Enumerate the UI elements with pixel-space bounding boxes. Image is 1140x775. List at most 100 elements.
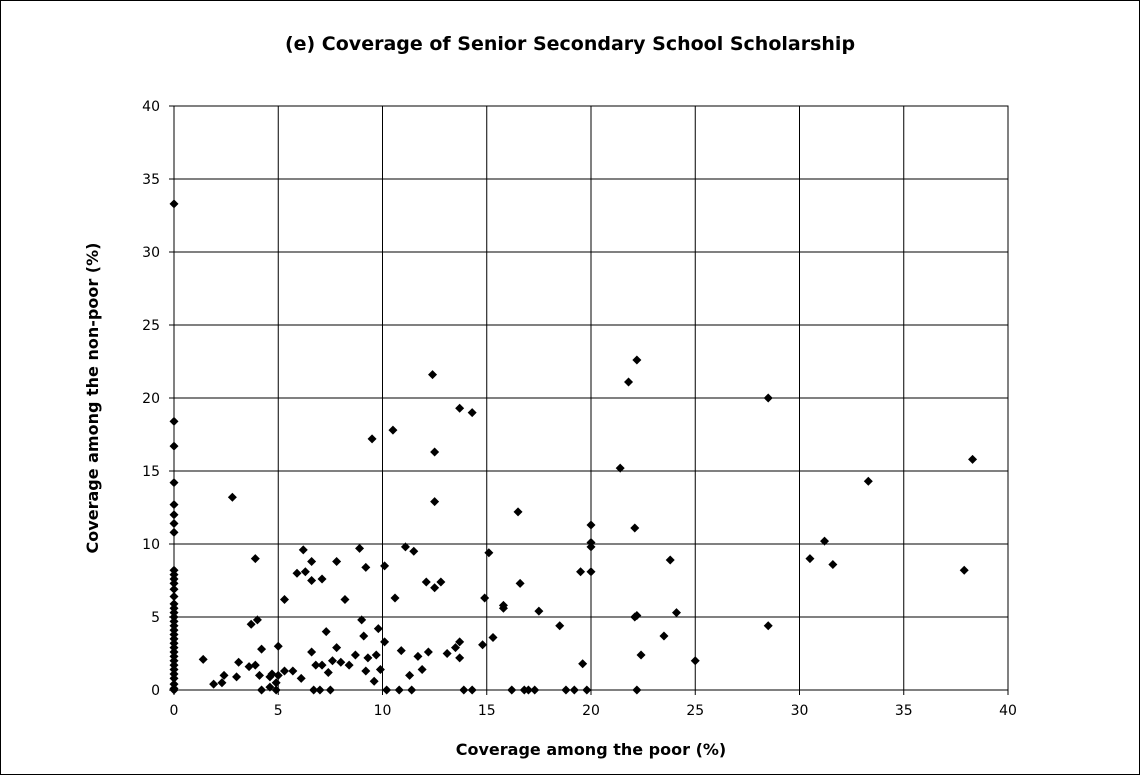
data-point [246,619,256,629]
data-point [380,561,390,571]
data-point [250,660,260,670]
data-point [355,543,365,553]
data-point [315,685,325,695]
data-point [317,574,327,584]
data-point [534,606,544,616]
data-point [250,554,260,564]
x-tick-label: 35 [895,703,913,719]
data-point [280,594,290,604]
data-point [382,685,392,695]
data-point [252,615,262,625]
data-points [169,199,978,695]
data-point [169,673,179,683]
data-point [820,536,830,546]
x-tick-label: 5 [274,703,283,719]
x-tick-label: 25 [686,703,704,719]
data-point [430,447,440,457]
y-tick-label: 15 [142,464,160,480]
data-point [632,355,642,365]
data-point [169,478,179,488]
data-point [375,665,385,675]
data-point [209,679,219,689]
data-point [407,685,417,695]
data-point [296,673,306,683]
data-point [582,685,592,695]
x-tick-label: 15 [478,703,496,719]
data-point [671,608,681,618]
data-point [467,408,477,418]
data-point [340,594,350,604]
data-point [323,667,333,677]
data-point [373,624,383,634]
data-point [578,659,588,669]
data-point [169,519,179,529]
y-tick-label: 40 [142,99,160,115]
data-point [357,615,367,625]
data-point [336,657,346,667]
data-point [169,199,179,209]
y-tick-label: 30 [142,245,160,261]
data-point [311,660,321,670]
data-point [586,538,596,548]
data-point [409,546,419,556]
data-point [369,676,379,686]
x-tick-label: 0 [170,703,179,719]
chart-title: (e) Coverage of Senior Secondary School … [285,33,855,55]
data-point [561,685,571,695]
y-tick-label: 35 [142,172,160,188]
data-point [763,621,773,631]
y-tick-label: 10 [142,537,160,553]
data-point [586,567,596,577]
data-point [217,678,227,688]
data-point [632,611,642,621]
data-point [227,492,237,502]
data-point [430,583,440,593]
data-point [265,682,275,692]
data-point [307,557,317,567]
y-tick-label: 25 [142,318,160,334]
data-point [380,637,390,647]
data-point [968,454,978,464]
data-point [467,685,477,695]
data-point [480,593,490,603]
data-point [169,592,179,602]
y-tick-label: 5 [151,610,160,626]
data-point [488,632,498,642]
data-point [361,666,371,676]
data-point [332,643,342,653]
data-point [317,660,327,670]
data-point [288,666,298,676]
data-point [169,416,179,426]
data-point [455,653,465,663]
data-point [280,666,290,676]
data-point [569,685,579,695]
data-point [513,507,523,517]
data-point [959,565,969,575]
y-axis-label: Coverage among the non-poor (%) [83,243,102,554]
data-point [400,542,410,552]
data-point [586,520,596,530]
data-point [442,649,452,658]
data-point [273,670,283,680]
data-point [325,685,335,695]
data-point [367,434,377,444]
data-point [361,562,371,572]
data-point [300,567,310,577]
data-point [450,643,460,653]
data-point [396,646,406,656]
data-point [428,370,438,380]
data-point [405,670,415,680]
data-point [344,660,354,670]
data-point [507,685,517,695]
data-point [298,545,308,555]
data-point [332,557,342,567]
data-point [665,555,675,565]
data-point [421,577,431,587]
data-point [254,670,264,680]
data-point [624,377,634,387]
data-point [388,425,398,435]
data-point [455,403,465,413]
data-point [257,644,267,654]
